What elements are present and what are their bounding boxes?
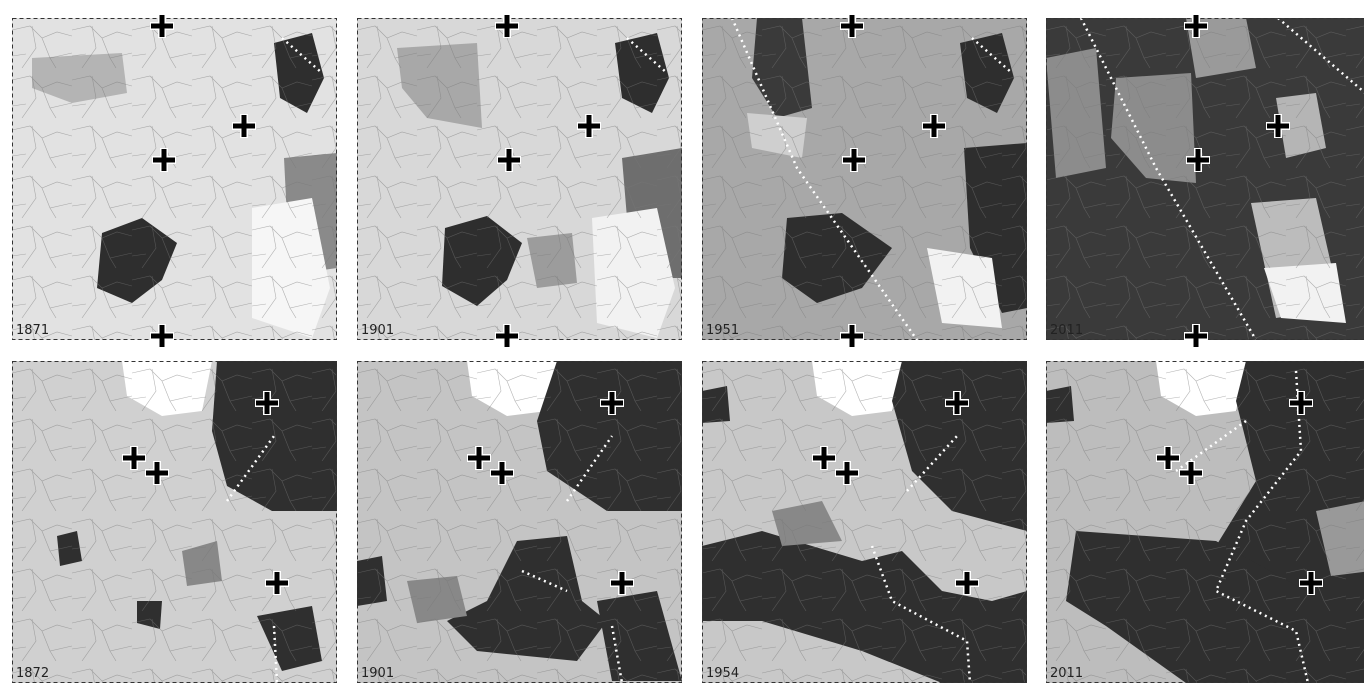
year-label: 1901 — [361, 666, 394, 681]
year-label: 1901 — [361, 323, 394, 338]
map-panel: 1871 — [12, 14, 337, 348]
map-area — [357, 18, 682, 340]
map-panel: 2011 — [1046, 361, 1364, 683]
year-label: 1954 — [706, 666, 739, 681]
map-panel: 1951 — [702, 14, 1027, 348]
district-boundaries — [1046, 361, 1364, 683]
map-area — [1046, 361, 1364, 683]
district-boundaries — [702, 18, 1027, 340]
map-area — [12, 18, 337, 340]
year-label: 1872 — [16, 666, 49, 681]
map-panel: 1872 — [12, 361, 337, 683]
map-area — [1046, 18, 1364, 340]
map-panel: 1954 — [702, 361, 1027, 683]
district-boundaries — [12, 18, 337, 340]
map-panel: 1901 — [357, 361, 682, 683]
year-label: 1951 — [706, 323, 739, 338]
map-area — [12, 361, 337, 683]
map-area — [702, 361, 1027, 683]
year-label: 2011 — [1050, 323, 1083, 338]
year-label: 2011 — [1050, 666, 1083, 681]
map-area — [702, 18, 1027, 340]
map-panel: 1901 — [357, 14, 682, 348]
district-boundaries — [12, 361, 337, 683]
map-figure: 1871 1901 1951 2011 1872 1901 1954 2011 — [0, 0, 1364, 683]
district-boundaries — [357, 18, 682, 340]
district-boundaries — [702, 361, 1027, 683]
map-panel: 2011 — [1046, 14, 1364, 348]
map-area — [357, 361, 682, 683]
year-label: 1871 — [16, 323, 49, 338]
district-boundaries — [357, 361, 682, 683]
district-boundaries — [1046, 18, 1364, 340]
